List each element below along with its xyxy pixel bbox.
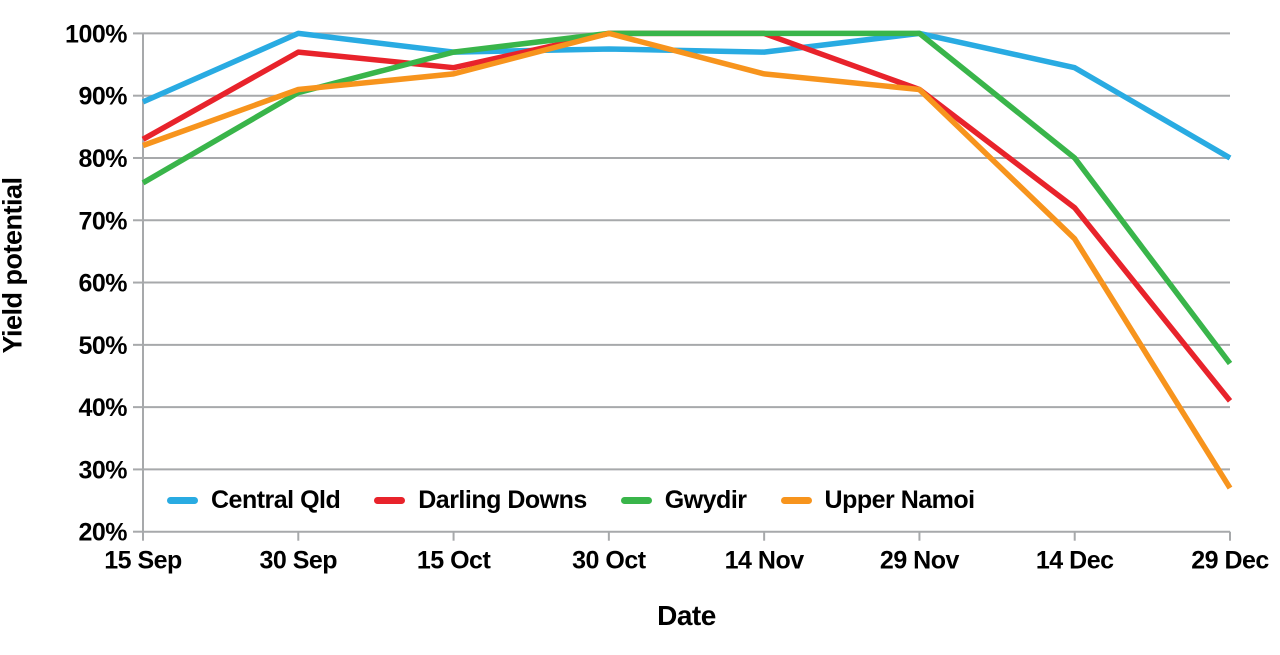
y-tick-label: 20% — [78, 519, 127, 547]
y-tick-labels: 100% 90% 80% 70% 60% 50% 40% 30% 20% — [65, 20, 128, 547]
legend-item-upper-namoi: Upper Namoi — [780, 486, 976, 515]
x-tick-label: 29 Dec — [1191, 547, 1269, 575]
gridlines — [143, 32, 1230, 533]
x-tick-label: 14 Nov — [725, 547, 805, 575]
legend-swatch-icon — [620, 497, 652, 504]
axes — [133, 32, 1231, 541]
x-tick-label: 29 Nov — [880, 547, 960, 575]
y-tick-label: 60% — [78, 270, 127, 298]
series-lines — [141, 30, 1233, 490]
legend-swatch-icon — [780, 497, 812, 504]
y-tick-label: 90% — [78, 83, 127, 111]
x-tick-labels: 15 Sep 30 Sep 15 Oct 30 Oct 14 Nov 29 Nov 14 D… — [104, 547, 1270, 575]
legend-swatch-icon — [167, 497, 198, 504]
legend-item-darling-downs: Darling Downs — [374, 486, 587, 515]
legend-item-gwydir: Gwydir — [620, 486, 747, 515]
legend-swatch-icon — [374, 497, 406, 504]
y-tick-label: 70% — [78, 207, 127, 235]
x-tick-label: 30 Oct — [572, 547, 647, 575]
x-tick-label: 15 Oct — [417, 547, 492, 575]
y-axis-title: Yield potential — [0, 177, 28, 354]
legend-item-central-qld: Central Qld — [167, 486, 341, 515]
legend-label: Upper Namoi — [824, 486, 976, 514]
y-tick-label: 30% — [78, 456, 127, 484]
y-tick-label: 40% — [78, 394, 127, 422]
x-tick-label: 15 Sep — [104, 547, 182, 575]
y-tick-label: 50% — [78, 332, 127, 360]
series-line-central-qld — [141, 30, 1232, 161]
x-tick-label: 30 Sep — [259, 547, 337, 575]
series-line-upper-namoi — [142, 30, 1233, 490]
legend-label: Gwydir — [664, 486, 747, 514]
x-tick-label: 14 Dec — [1036, 547, 1114, 575]
legend-label: Central Qld — [211, 486, 341, 514]
x-axis-title: Date — [657, 600, 716, 631]
legend-label: Darling Downs — [418, 486, 587, 514]
y-tick-label: 100% — [65, 20, 127, 48]
y-tick-label: 80% — [78, 145, 127, 173]
legend: Central Qld Darling Downs Gwydir Upper Namo… — [167, 486, 975, 515]
